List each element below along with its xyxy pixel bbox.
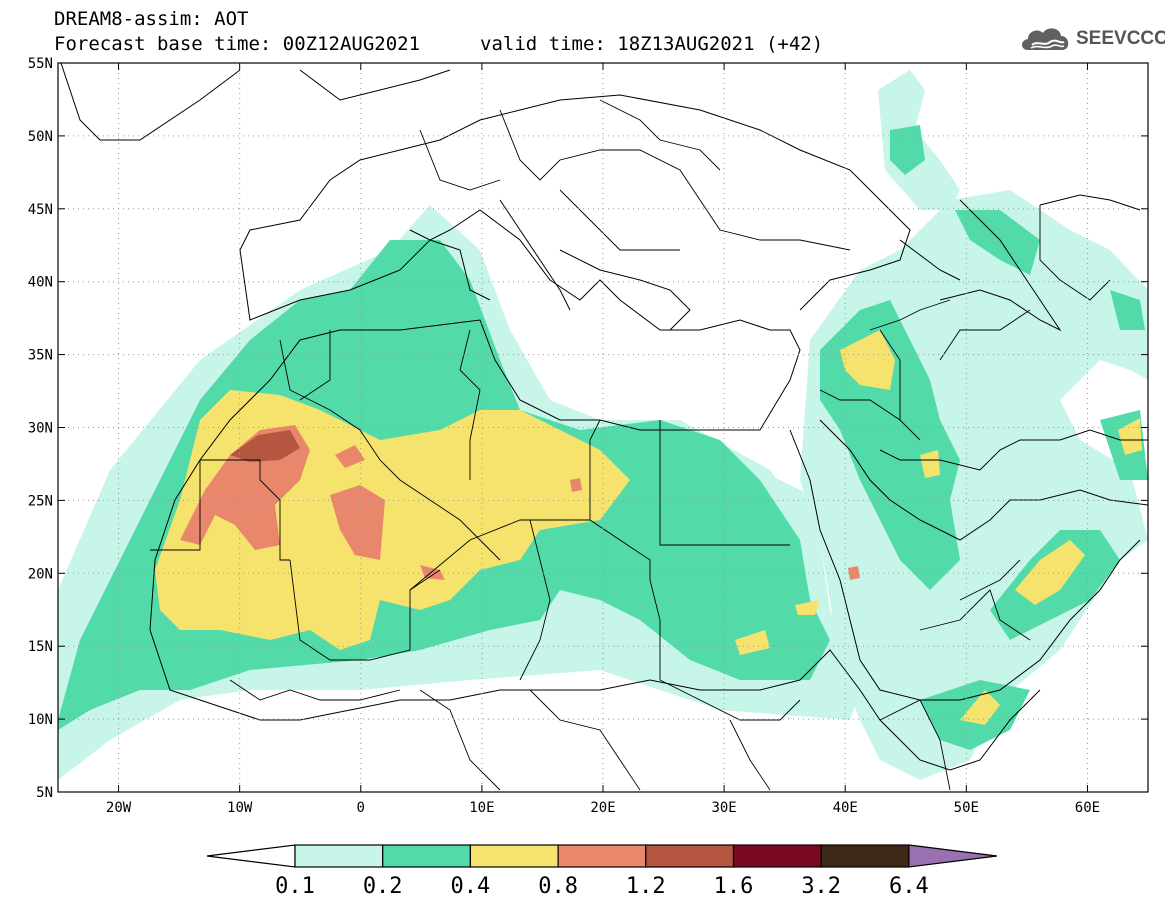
country-borders bbox=[150, 99, 1111, 791]
lon-label: 60E bbox=[1075, 800, 1100, 816]
map-title: DREAM8-assim: AOT bbox=[54, 8, 249, 30]
colorbar-label: 0.2 bbox=[363, 874, 403, 899]
lon-label: 10E bbox=[469, 800, 494, 816]
lat-label: 20N bbox=[28, 566, 53, 582]
colorbar-label: 0.8 bbox=[538, 874, 578, 899]
colorbar-label: 1.6 bbox=[714, 874, 754, 899]
lat-label: 25N bbox=[28, 493, 53, 509]
cloud-icon bbox=[1022, 28, 1069, 50]
forecast-base-time: Forecast base time: 00Z12AUG2021 bbox=[54, 33, 421, 55]
lon-label: 20E bbox=[590, 800, 615, 816]
colorbar-swatch bbox=[820, 844, 910, 868]
lon-label: 40E bbox=[833, 800, 858, 816]
colorbar-swatch bbox=[469, 844, 559, 868]
lon-label: 20W bbox=[106, 800, 132, 816]
colorbar-label: 1.2 bbox=[626, 874, 666, 899]
colorbar-label: 6.4 bbox=[889, 874, 929, 899]
lat-label: 50N bbox=[28, 129, 53, 145]
colorbar-swatch bbox=[382, 844, 472, 868]
colorbar-label: 0.1 bbox=[275, 874, 315, 899]
lon-label: 0 bbox=[357, 800, 365, 816]
latitude-labels: 55N 50N 45N 40N 35N 30N 25N 20N 15N 10N 5N bbox=[28, 56, 1148, 801]
logo-text: SEEVCCC bbox=[1076, 28, 1165, 49]
colorbar-high-arrow bbox=[908, 844, 997, 868]
lat-label: 5N bbox=[36, 785, 53, 801]
lat-label: 40N bbox=[28, 275, 53, 291]
lat-label: 55N bbox=[28, 56, 53, 72]
lat-label: 35N bbox=[28, 348, 53, 364]
lat-label: 45N bbox=[28, 202, 53, 218]
valid-time: valid time: 18Z13AUG2021 (+42) bbox=[480, 33, 824, 55]
colorbar-label: 3.2 bbox=[801, 874, 841, 899]
seevccc-logo: SEEVCCC bbox=[1018, 24, 1165, 56]
colorbar: 0.1 0.2 0.4 0.8 1.2 1.6 3.2 6.4 bbox=[206, 844, 997, 899]
graticule bbox=[58, 63, 1148, 792]
lon-label: 10W bbox=[227, 800, 253, 816]
longitude-labels: 20W 10W 0 10E 20E 30E 40E 50E 60E bbox=[106, 63, 1100, 816]
lat-label: 10N bbox=[28, 712, 53, 728]
colorbar-swatch bbox=[645, 844, 735, 868]
colorbar-swatch bbox=[294, 844, 384, 868]
colorbar-swatch bbox=[732, 844, 822, 868]
lat-label: 30N bbox=[28, 421, 53, 437]
aot-band-1.2 bbox=[230, 430, 300, 462]
lat-label: 15N bbox=[28, 639, 53, 655]
colorbar-low-arrow bbox=[206, 844, 296, 868]
lon-label: 50E bbox=[954, 800, 979, 816]
lon-label: 30E bbox=[711, 800, 736, 816]
colorbar-label: 0.4 bbox=[451, 874, 491, 899]
colorbar-swatch bbox=[557, 844, 647, 868]
